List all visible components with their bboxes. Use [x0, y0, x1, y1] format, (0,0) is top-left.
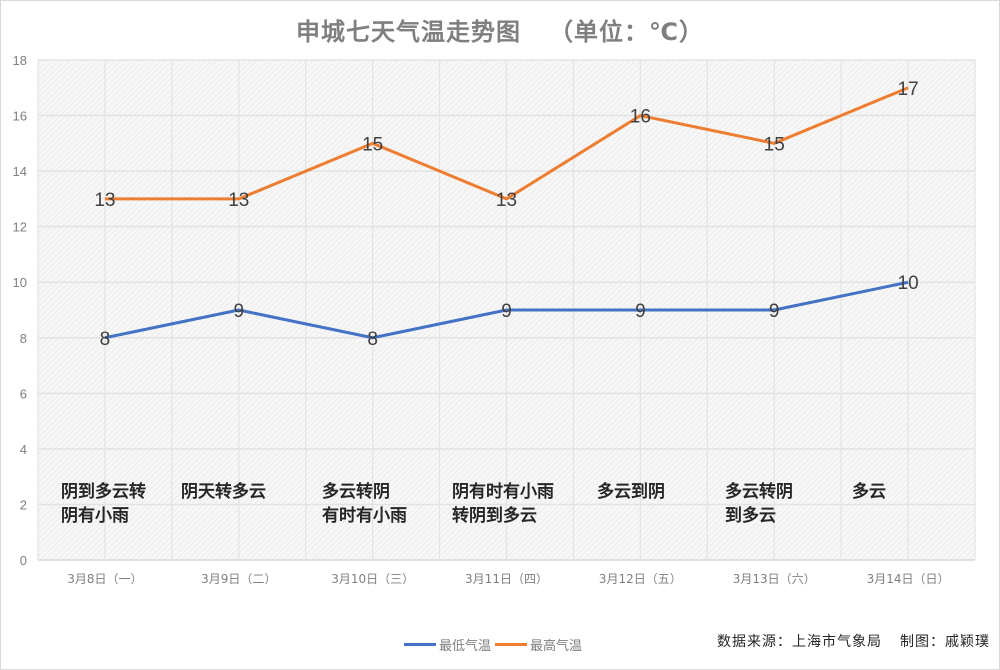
- weather-annotation-day7: 多云: [852, 480, 886, 504]
- data-label: 10: [898, 273, 919, 294]
- weather-annotation-day4: 阴有时有小雨 转阴到多云: [452, 480, 554, 528]
- x-tick-label: 3月8日（一）: [67, 572, 142, 586]
- y-tick-label: 14: [13, 164, 27, 179]
- weather-line: 多云到阴: [597, 482, 665, 502]
- weather-line: 阴到多云转: [61, 482, 146, 502]
- data-label: 15: [764, 134, 785, 155]
- legend-label-high: 最高气温: [530, 639, 583, 654]
- series-high-line: [104, 86, 909, 201]
- legend-item-low: 最低气温: [404, 635, 491, 654]
- data-label: 9: [769, 301, 780, 322]
- weather-line: 到多云: [725, 506, 776, 526]
- weather-line: 转阴到多云: [452, 506, 537, 526]
- data-label: 13: [228, 190, 249, 211]
- legend-swatch-high: [495, 643, 528, 646]
- weather-annotation-day3: 多云转阴 有时有小雨: [322, 480, 407, 528]
- y-tick-label: 12: [13, 220, 27, 235]
- x-tick-label: 3月13日（六）: [733, 572, 816, 586]
- x-tick-label: 3月14日（日）: [867, 572, 950, 586]
- data-label: 13: [94, 190, 115, 211]
- weather-line: 阴有时有小雨: [452, 482, 554, 502]
- x-tick-label: 3月10日（三）: [331, 572, 414, 586]
- y-tick-label: 18: [13, 53, 27, 68]
- chart-title: 申城七天气温走势图 （单位：℃）: [0, 12, 1000, 47]
- data-labels: 8 9 8 9 9 9 10 13 13 15 13 16 15 17: [94, 79, 918, 350]
- x-tick-label: 3月11日（四）: [465, 572, 548, 586]
- weather-line: 阴有小雨: [61, 506, 129, 526]
- data-source: 数据来源：上海市气象局: [717, 634, 882, 650]
- y-tick-label: 10: [13, 275, 27, 290]
- series-low-line: [104, 280, 909, 340]
- chart-title-text: 申城七天气温走势图: [295, 18, 521, 46]
- legend-label-low: 最低气温: [439, 639, 492, 654]
- data-label: 15: [362, 134, 383, 155]
- legend-swatch-low: [404, 643, 436, 646]
- weather-annotation-day2: 阴天转多云: [181, 480, 266, 504]
- data-label: 8: [100, 329, 111, 350]
- chart-author: 制图：戚颖璞: [900, 634, 990, 650]
- data-label: 8: [367, 329, 378, 350]
- footer-credits: 数据来源：上海市气象局 制图：戚颖璞: [640, 631, 990, 651]
- y-tick-label: 16: [13, 109, 27, 124]
- data-label: 16: [630, 107, 651, 128]
- y-tick-label: 6: [20, 386, 27, 401]
- gridlines: [37, 59, 976, 561]
- weather-annotation-day5: 多云到阴: [597, 480, 665, 504]
- weather-line: 多云: [852, 482, 886, 502]
- weather-line: 多云转阴: [322, 482, 390, 502]
- data-label: 13: [496, 190, 517, 211]
- weather-annotation-day1: 阴到多云转 阴有小雨: [61, 480, 146, 528]
- legend-item-high: 最高气温: [495, 635, 582, 654]
- chart-legend: 最低气温 最高气温: [404, 635, 586, 654]
- y-tick-label: 2: [20, 497, 27, 512]
- x-axis: 3月8日（一） 3月9日（二） 3月10日（三） 3月11日（四） 3月12日（五） 3月…: [67, 572, 949, 586]
- weather-line: 有时有小雨: [322, 506, 407, 526]
- data-label: 9: [635, 301, 646, 322]
- data-label: 9: [233, 301, 244, 322]
- x-tick-label: 3月9日（二）: [201, 572, 276, 586]
- weather-line: 多云转阴: [725, 482, 793, 502]
- y-axis: 0 2 4 6 8 10 12 14 16 18: [13, 53, 27, 568]
- chart-unit: （单位：℃）: [548, 18, 705, 46]
- data-label: 17: [898, 79, 919, 100]
- y-tick-label: 8: [20, 331, 27, 346]
- weather-annotation-day6: 多云转阴 到多云: [725, 480, 793, 528]
- y-tick-label: 0: [20, 553, 27, 568]
- weather-line: 阴天转多云: [181, 482, 266, 502]
- y-tick-label: 4: [20, 442, 27, 457]
- data-label: 9: [501, 301, 512, 322]
- x-tick-label: 3月12日（五）: [599, 572, 682, 586]
